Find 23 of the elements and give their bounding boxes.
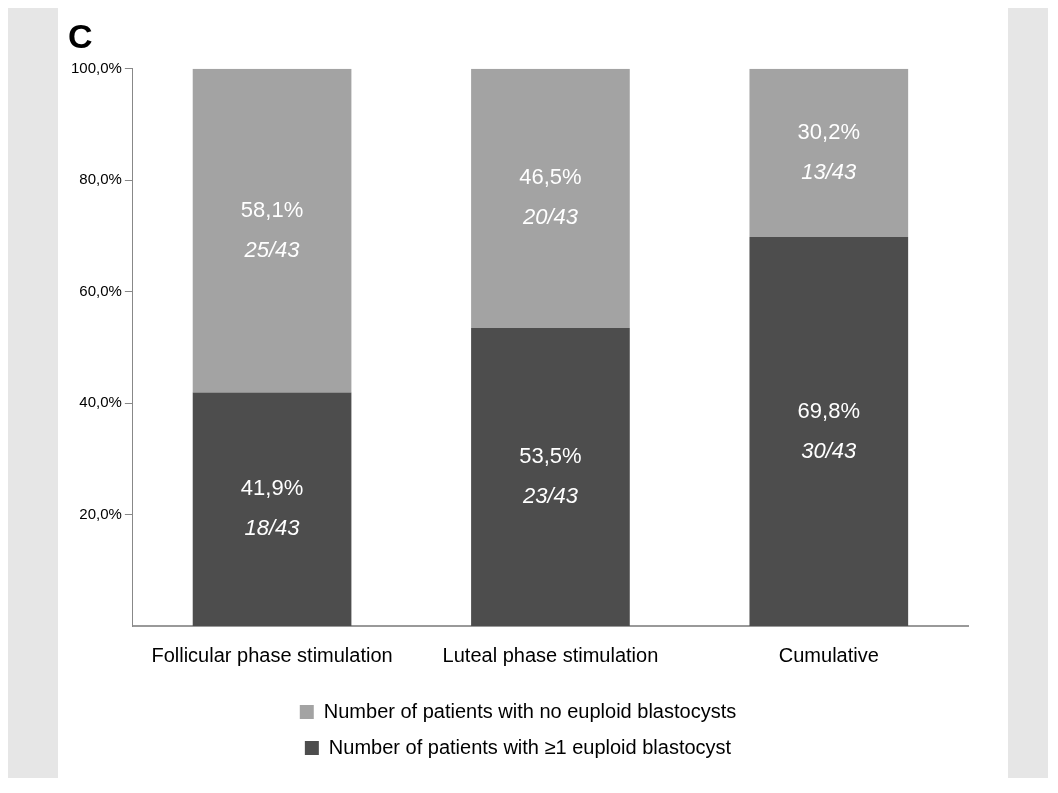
data-label: 41,9% 18/43: [240, 475, 304, 541]
y-tick-label: 60,0%: [79, 281, 122, 299]
y-tick-label: 80,0%: [79, 170, 122, 188]
y-tick-label: 40,0%: [79, 393, 122, 411]
data-label: 46,5% 20/43: [519, 164, 582, 230]
data-label: 30,2% 13/43: [797, 119, 861, 185]
data-label: 53,5% 23/43: [519, 443, 582, 509]
x-tick-label: Follicular phase stimulation: [151, 643, 393, 666]
x-tick-label: Luteal phase stimulation: [442, 643, 659, 666]
data-label: 58,1% 25/43: [240, 196, 304, 262]
bar: [471, 327, 630, 626]
bar: [192, 392, 352, 626]
bar: [749, 237, 909, 626]
y-tick-label: 100,0%: [71, 58, 122, 76]
chart-title: C: [68, 16, 93, 55]
x-tick-label: Cumulative: [778, 643, 879, 666]
legend-label: Number of patients with ≥1 euploid blastocyst: [328, 735, 732, 758]
data-label: 69,8% 30/43: [797, 397, 861, 463]
bar: [192, 68, 352, 393]
bar: [471, 68, 630, 328]
legend-label: Number of patients with no euploid blastocysts: [323, 699, 737, 722]
bar: [749, 68, 909, 238]
y-tick-label: 20,0%: [79, 504, 122, 522]
